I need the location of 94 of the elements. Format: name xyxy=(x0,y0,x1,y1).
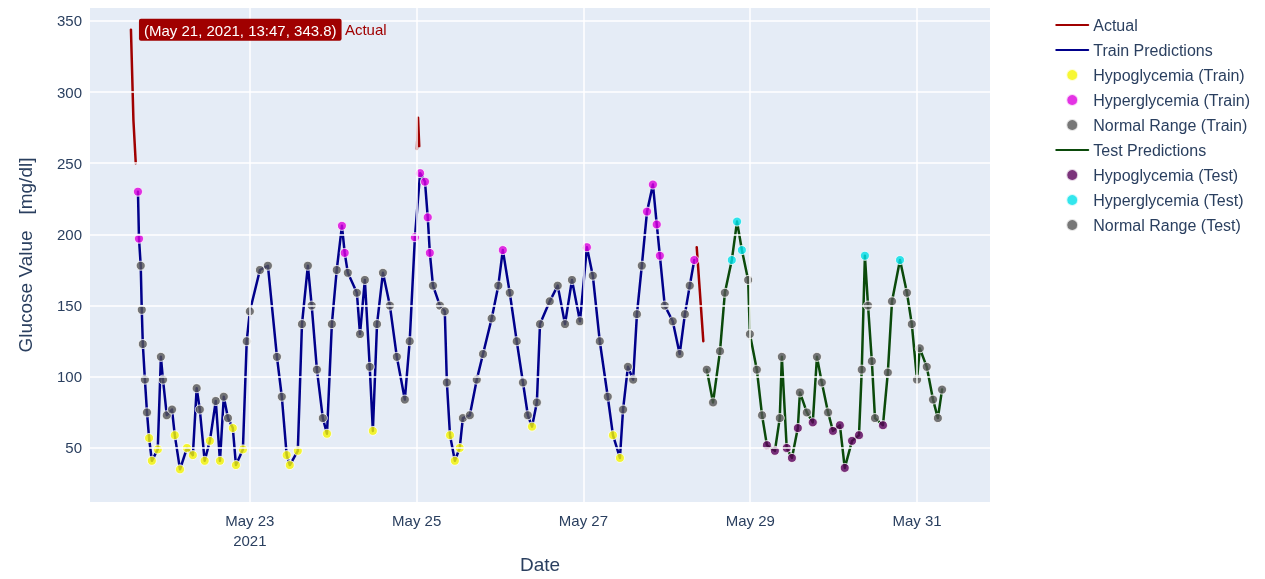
point xyxy=(839,462,850,473)
legend-label: Test Predictions xyxy=(1093,141,1207,159)
point xyxy=(230,460,241,471)
point xyxy=(895,255,905,266)
x-tick-label: May 25 xyxy=(392,511,442,529)
point xyxy=(614,452,625,463)
point xyxy=(322,428,332,439)
point xyxy=(175,464,185,475)
point xyxy=(901,287,912,298)
point xyxy=(751,364,762,375)
point xyxy=(786,452,797,463)
point xyxy=(654,250,665,261)
point xyxy=(937,384,948,395)
point xyxy=(132,186,143,197)
y-tick-label: 150 xyxy=(56,297,82,315)
y-tick-label: 100 xyxy=(56,368,82,386)
x-tick-label: May 27 xyxy=(558,511,609,529)
point xyxy=(794,387,805,398)
point xyxy=(227,423,238,434)
point xyxy=(906,319,917,330)
point xyxy=(284,460,295,471)
point xyxy=(497,245,508,256)
y-tick-label: 350 xyxy=(56,12,82,30)
point xyxy=(732,216,743,227)
point xyxy=(651,219,662,230)
point xyxy=(144,433,155,444)
point xyxy=(527,421,538,432)
point xyxy=(928,394,939,405)
y-tick-label: 250 xyxy=(56,154,82,172)
point xyxy=(823,407,834,418)
point xyxy=(204,435,215,446)
point xyxy=(816,377,827,388)
point xyxy=(367,425,378,436)
point xyxy=(647,179,658,190)
y-tick-label: 200 xyxy=(56,225,82,243)
point xyxy=(715,346,725,357)
point xyxy=(708,397,719,408)
point xyxy=(869,413,880,424)
point xyxy=(887,296,898,307)
point xyxy=(847,435,858,446)
point xyxy=(859,250,870,261)
point xyxy=(726,255,737,266)
point xyxy=(607,430,618,441)
y-tick-label: 50 xyxy=(65,439,82,457)
x-tick-label: May 29 xyxy=(725,511,775,529)
point xyxy=(877,420,888,431)
point xyxy=(689,255,700,266)
point xyxy=(866,356,877,367)
x-tick-label: May 23 2021 xyxy=(225,511,275,549)
legend-label: Normal Range (Train) xyxy=(1093,116,1248,134)
legend-label: Normal Range (Test) xyxy=(1093,216,1241,234)
point xyxy=(834,420,845,431)
point xyxy=(856,364,867,375)
point xyxy=(792,423,803,434)
point xyxy=(811,351,822,362)
point xyxy=(827,425,838,436)
point xyxy=(932,413,943,424)
x-axis-title: Date xyxy=(519,554,561,575)
point xyxy=(854,430,864,441)
legend-label: Actual xyxy=(1093,16,1138,34)
point xyxy=(701,364,712,375)
point xyxy=(187,450,198,461)
point xyxy=(281,450,292,461)
annotation: (May 21, 2021, 13:47, 343.8) xyxy=(143,21,337,39)
legend-label: Hyperglycemia (Test) xyxy=(1093,191,1244,209)
point xyxy=(757,410,768,421)
point xyxy=(774,413,785,424)
point xyxy=(719,287,730,298)
legend-label: Hypoglycemia (Train) xyxy=(1093,66,1245,84)
text: Actual xyxy=(344,21,387,39)
point xyxy=(642,206,653,217)
point xyxy=(801,407,812,418)
point xyxy=(807,417,818,428)
point xyxy=(339,247,350,258)
point xyxy=(776,351,787,362)
point xyxy=(169,430,180,441)
legend-label: Hypoglycemia (Test) xyxy=(1093,166,1239,184)
point xyxy=(146,455,157,466)
point xyxy=(882,367,893,378)
point xyxy=(449,455,460,466)
y-tick-label: 300 xyxy=(56,83,82,101)
point xyxy=(336,220,347,231)
point xyxy=(422,212,433,223)
point xyxy=(214,455,225,466)
point xyxy=(445,430,455,441)
x-tick-label: May 31 xyxy=(892,511,942,529)
legend-label: Hyperglycemia (Train) xyxy=(1093,91,1251,109)
legend-label: Train Predictions xyxy=(1093,41,1213,59)
point xyxy=(921,361,932,372)
point xyxy=(736,245,747,256)
point xyxy=(419,176,430,187)
point xyxy=(424,247,435,258)
point xyxy=(199,455,210,466)
y-axis-title: Glucose Value [mg/dl] xyxy=(15,157,36,353)
